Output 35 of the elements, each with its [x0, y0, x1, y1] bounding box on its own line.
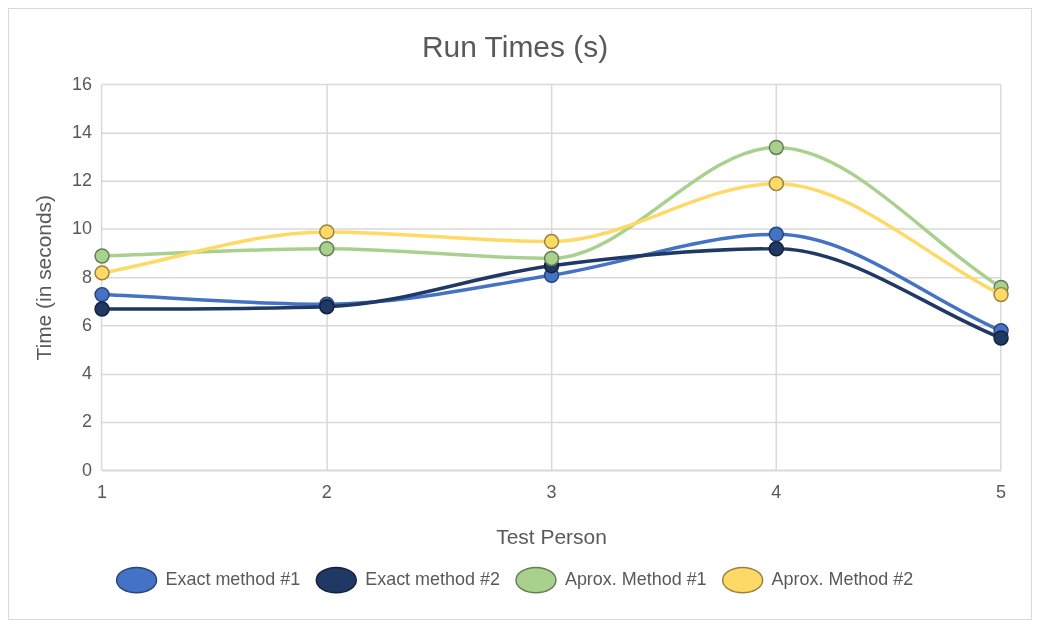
point — [543, 233, 560, 250]
point — [94, 265, 110, 281]
x-tick-label: 3 — [546, 482, 557, 503]
point — [993, 286, 1009, 303]
legend-label: Aprox. Method #2 — [771, 569, 914, 590]
point — [94, 286, 110, 303]
y-axis-title: Time (in seconds) — [32, 194, 56, 361]
point — [768, 226, 785, 243]
y-tick-label: 2 — [82, 411, 93, 432]
point — [768, 241, 785, 257]
point — [94, 248, 110, 264]
point — [319, 241, 335, 257]
x-tick-label: 1 — [97, 482, 108, 503]
x-tick-label: 2 — [321, 482, 332, 503]
y-tick-label: 4 — [82, 363, 93, 384]
legend-label: Exact method #2 — [365, 569, 500, 590]
point — [993, 330, 1009, 346]
point — [94, 301, 110, 317]
legend-label: Exact method #1 — [165, 569, 301, 590]
point — [319, 224, 335, 240]
chart-title: Run Times (s) — [421, 30, 609, 64]
x-axis-title: Test Person — [496, 525, 607, 549]
y-tick-label: 16 — [72, 73, 93, 94]
legend-label: Aprox. Method #1 — [564, 569, 707, 590]
point — [768, 175, 785, 192]
y-tick-label: 12 — [72, 170, 93, 191]
x-tick-label: 5 — [996, 482, 1007, 503]
y-tick-label: 14 — [72, 121, 93, 142]
point — [768, 139, 785, 156]
y-tick-label: 0 — [82, 459, 93, 480]
y-tick-label: 8 — [82, 266, 93, 287]
y-tick-label: 10 — [72, 218, 93, 239]
y-tick-label: 6 — [82, 314, 93, 335]
x-tick-label: 4 — [771, 482, 782, 503]
point — [543, 250, 560, 267]
